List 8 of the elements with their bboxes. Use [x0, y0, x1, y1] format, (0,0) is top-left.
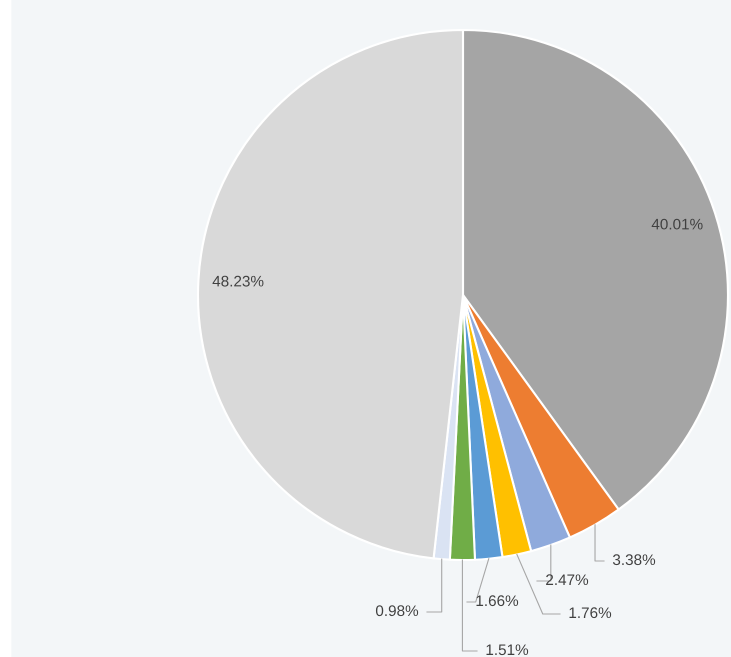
data-label: 3.38%	[612, 554, 656, 566]
data-label: 2.47%	[546, 574, 588, 586]
data-label: 48.23%	[212, 276, 264, 287]
data-label: 1.51%	[486, 644, 528, 656]
data-label: 1.66%	[476, 595, 518, 606]
data-label: 40.01%	[652, 218, 703, 230]
data-label: 0.98%	[376, 605, 418, 616]
data-label: 1.76%	[570, 607, 612, 618]
